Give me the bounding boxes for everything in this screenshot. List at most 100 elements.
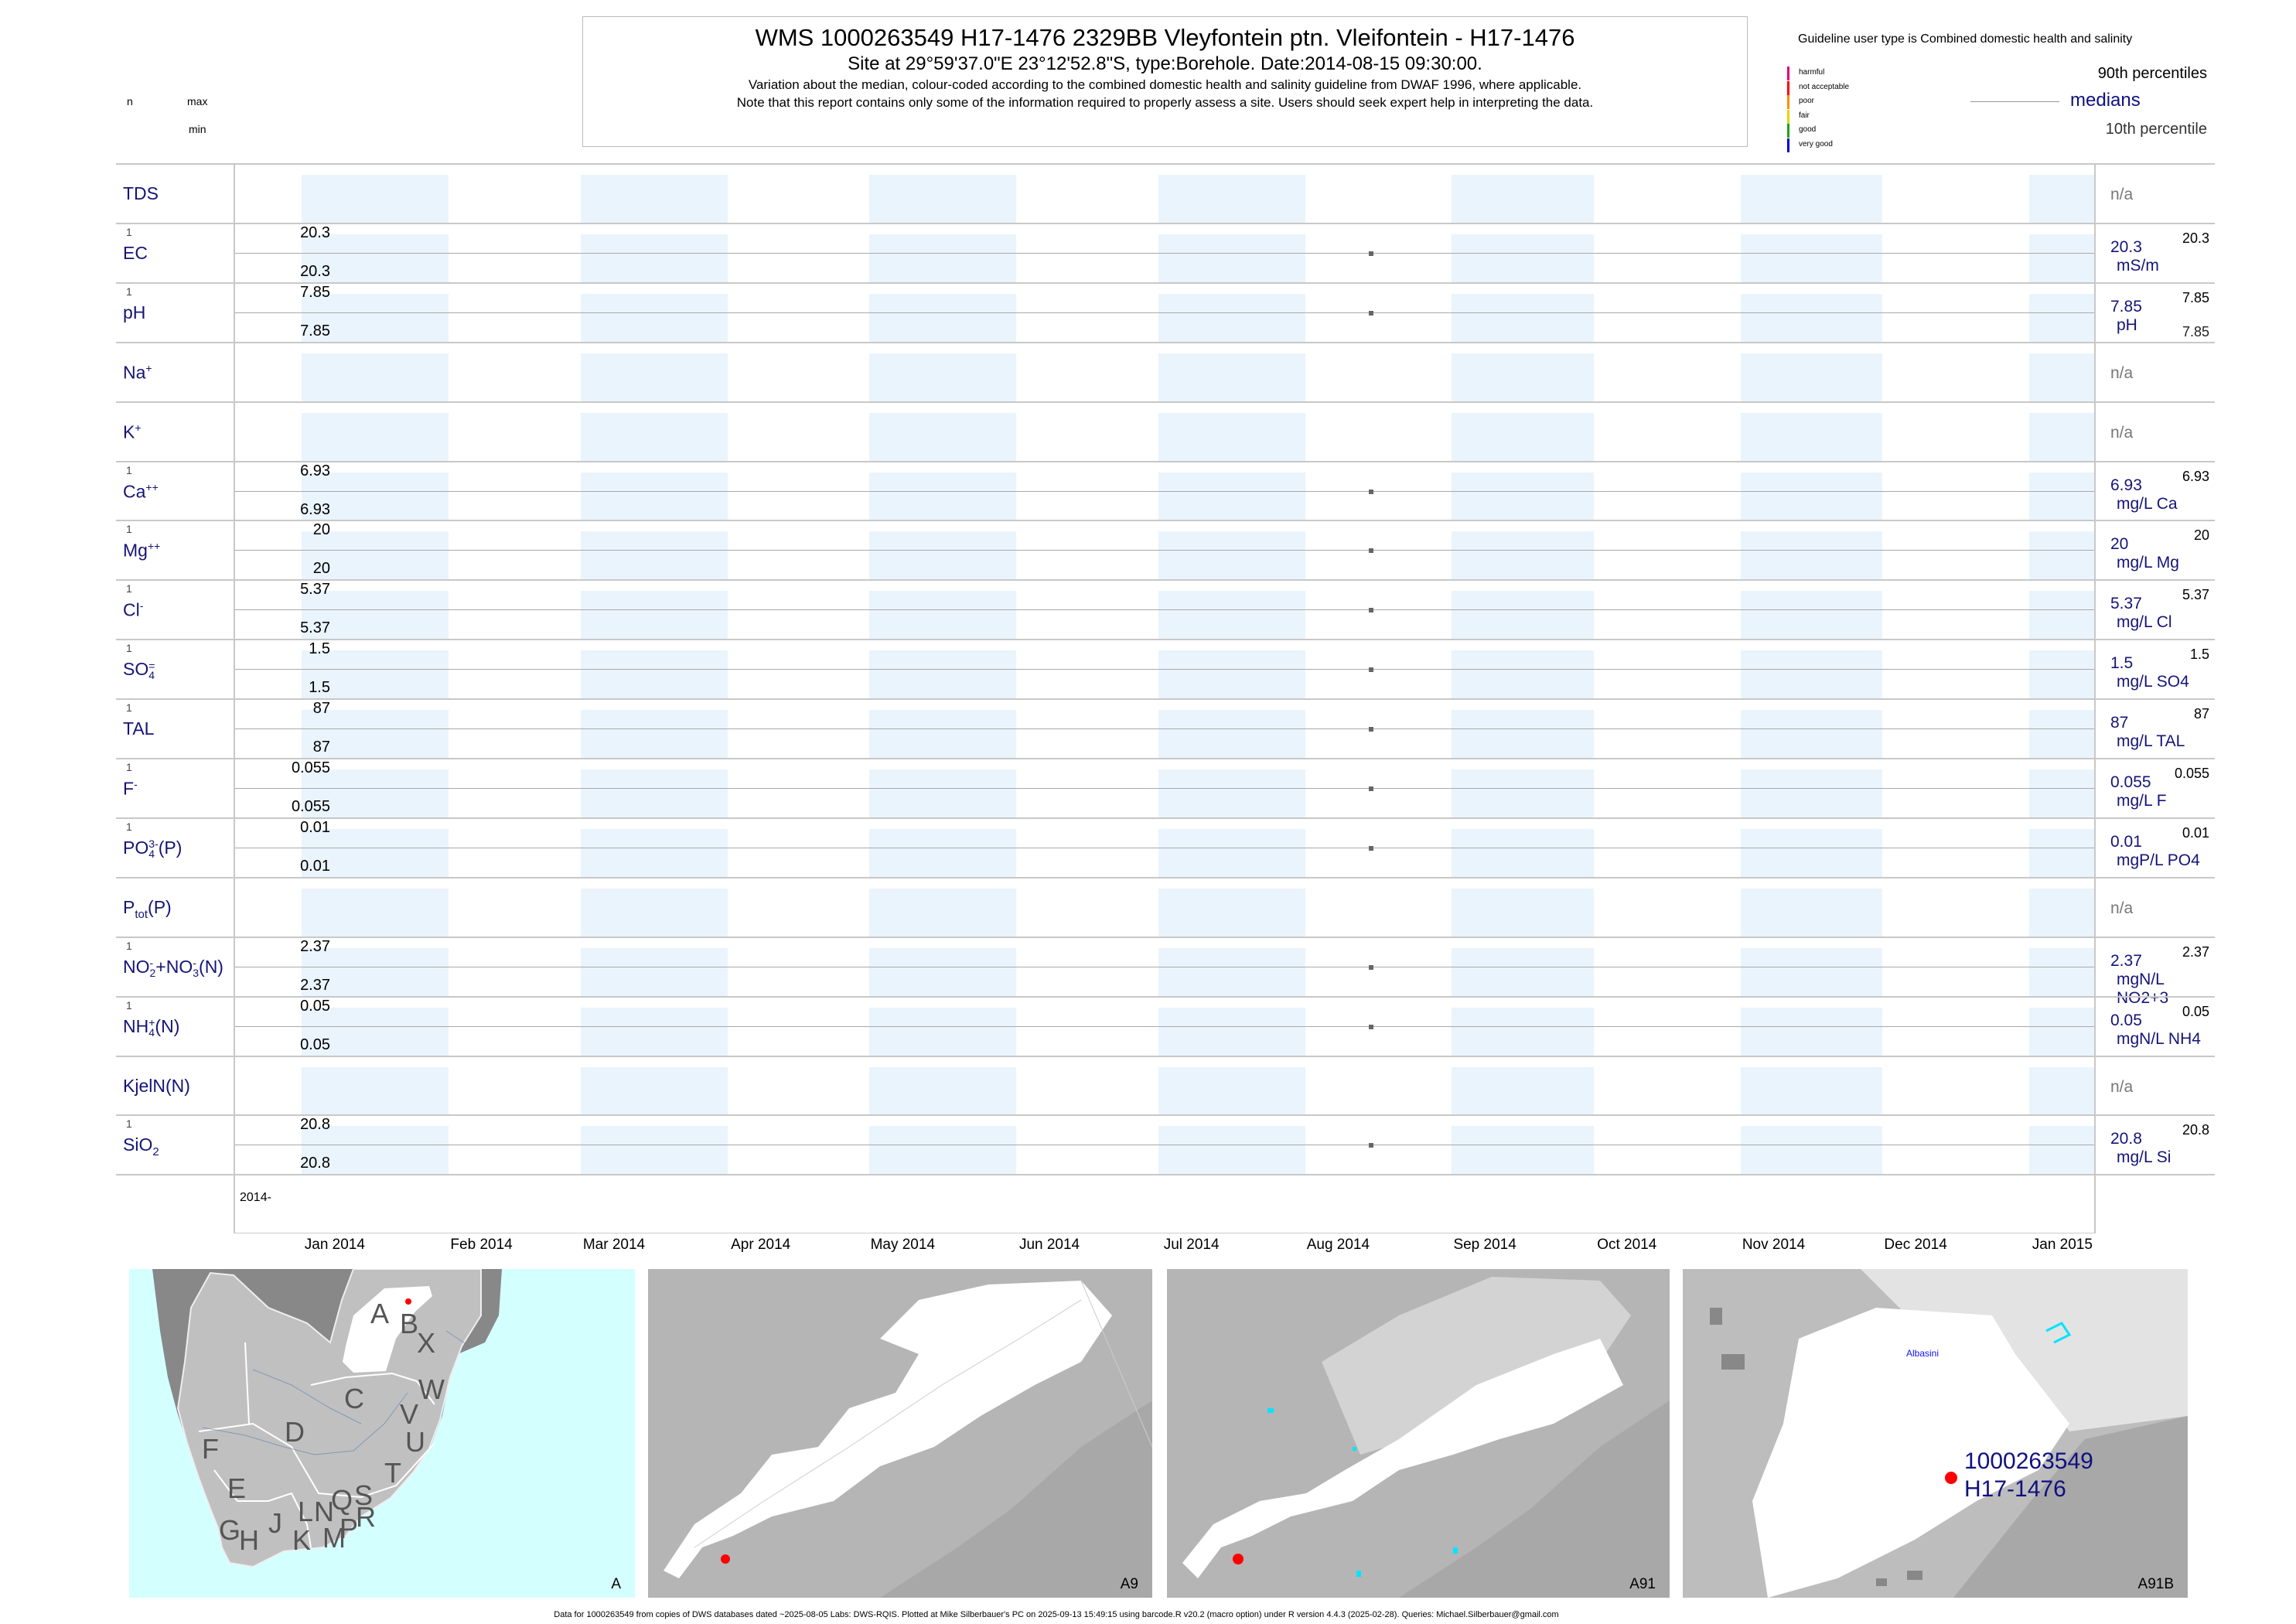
label-sub: 3 xyxy=(193,966,200,979)
month-tick-label: Nov 2014 xyxy=(1742,1237,1806,1253)
month-band xyxy=(581,175,728,223)
parameter-label: Na+ xyxy=(123,362,152,384)
data-point[interactable] xyxy=(1369,786,1374,791)
max-value: 6.93 xyxy=(300,462,330,479)
header-note-1: Variation about the median, colour-coded… xyxy=(748,77,1582,92)
label-text: F xyxy=(123,778,135,799)
label-text: Ca xyxy=(123,481,146,502)
data-point[interactable] xyxy=(1369,251,1374,256)
label-text: KjelN(N) xyxy=(123,1075,190,1096)
min-value: 0.01 xyxy=(300,857,330,875)
unit-label: mg/L SO4 xyxy=(2117,673,2189,691)
data-point[interactable] xyxy=(1369,548,1374,554)
report-title: WMS 1000263549 H17-1476 2329BB Vleyfonte… xyxy=(755,24,1575,51)
label-sup: + xyxy=(148,1015,155,1029)
data-point[interactable] xyxy=(1369,489,1374,494)
month-band xyxy=(581,710,728,759)
max-value: 20 xyxy=(312,521,330,539)
parameter-label: SiO2 xyxy=(123,1134,159,1158)
month-band xyxy=(581,412,728,461)
month-band xyxy=(2029,353,2096,401)
median-line xyxy=(234,788,2096,789)
month-band xyxy=(1158,412,1305,461)
month-tick-label: Jul 2014 xyxy=(1163,1237,1220,1253)
month-band xyxy=(1158,353,1305,401)
label-text: K xyxy=(123,421,135,442)
month-band xyxy=(2029,1066,2096,1115)
month-band xyxy=(302,828,449,877)
month-band xyxy=(1452,591,1594,640)
label-sup: - xyxy=(149,957,154,970)
drainage-region-label: U xyxy=(405,1426,425,1458)
month-band xyxy=(302,412,449,461)
month-band xyxy=(1452,472,1594,520)
month-band xyxy=(581,650,728,699)
drainage-region-label: E xyxy=(227,1472,246,1504)
month-band xyxy=(2029,947,2096,996)
median-value: 2.37 xyxy=(2110,951,2142,970)
label-text: EC xyxy=(123,242,148,263)
min-value: 1.5 xyxy=(309,679,330,697)
drainage-region-label: L xyxy=(298,1496,313,1527)
map-a91b-graphic xyxy=(1710,1269,2188,1598)
drainage-region-label: G xyxy=(219,1514,241,1546)
month-band xyxy=(2029,531,2096,580)
min-value: 0.05 xyxy=(300,1035,330,1053)
percentile-10-value: 7.85 xyxy=(2182,323,2209,339)
median-line xyxy=(234,312,2096,313)
header-note-2: Note that this report contains only some… xyxy=(736,95,1594,110)
parameter-row: KjelN(N) n/a xyxy=(116,1055,2215,1115)
median-line xyxy=(234,669,2096,670)
month-band xyxy=(1158,591,1305,640)
data-point[interactable] xyxy=(1369,845,1374,851)
label-text: pH xyxy=(123,302,146,322)
month-band xyxy=(581,828,728,877)
month-band xyxy=(1158,1126,1305,1175)
month-band xyxy=(1158,175,1305,223)
month-band xyxy=(581,769,728,817)
sample-count: 1 xyxy=(126,225,132,238)
data-point[interactable] xyxy=(1369,310,1374,316)
unit-label: mS/m xyxy=(2117,256,2159,275)
parameter-label: Ptot(P) xyxy=(123,897,172,921)
label-text: SiO xyxy=(123,1134,153,1155)
data-point[interactable] xyxy=(1369,964,1374,970)
legend-swatch xyxy=(1787,109,1789,124)
sample-count: 1 xyxy=(126,939,132,952)
label-text: (N) xyxy=(199,956,223,977)
month-band xyxy=(302,947,449,996)
max-value: 1.5 xyxy=(309,640,330,658)
drainage-region-label: N xyxy=(314,1496,334,1527)
month-band xyxy=(1740,1007,1883,1056)
month-band xyxy=(302,293,449,342)
month-band xyxy=(869,591,1017,640)
median-value: 20.3 xyxy=(2110,237,2142,256)
month-band xyxy=(1740,769,1883,817)
month-band xyxy=(869,1126,1017,1175)
data-point[interactable] xyxy=(1369,667,1374,673)
year-label: 2014- xyxy=(240,1191,271,1204)
month-band xyxy=(1158,1066,1305,1115)
drainage-region-label: C xyxy=(344,1383,364,1414)
data-point[interactable] xyxy=(1369,727,1374,732)
month-band xyxy=(869,828,1017,877)
month-band xyxy=(2029,710,2096,759)
month-tick-label: Dec 2014 xyxy=(1884,1237,1947,1253)
map-a91b: Albasini 1000263549 H17-1476 A91B xyxy=(1683,1269,2188,1598)
month-band xyxy=(1158,710,1305,759)
map-a9-name: A9 xyxy=(1120,1576,1138,1592)
sample-count: 1 xyxy=(126,701,132,715)
label-text: NO xyxy=(123,956,150,977)
sample-count: 1 xyxy=(126,582,132,595)
legend-label-very-good: very good xyxy=(1799,139,1833,148)
median-value: 0.055 xyxy=(2110,773,2151,791)
data-point[interactable] xyxy=(1369,608,1374,613)
legend-swatch xyxy=(1787,124,1789,138)
month-band xyxy=(869,710,1017,759)
label-sup: ++ xyxy=(147,540,161,553)
data-point[interactable] xyxy=(1369,1024,1374,1029)
max-value: 0.055 xyxy=(291,759,330,776)
data-point[interactable] xyxy=(1369,1143,1374,1148)
median-line xyxy=(234,609,2096,611)
month-tick-label: May 2014 xyxy=(870,1237,936,1253)
